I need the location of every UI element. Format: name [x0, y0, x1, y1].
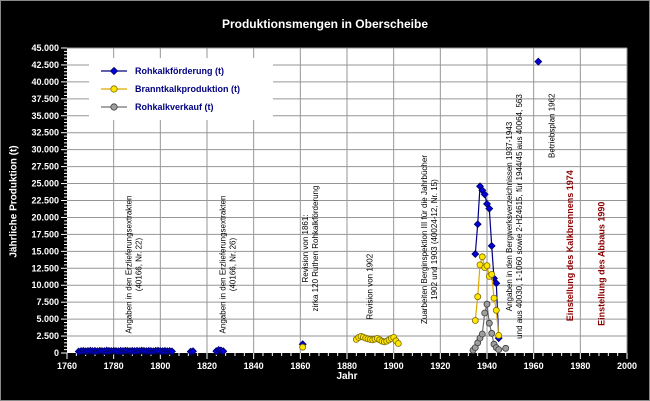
svg-text:17.500: 17.500: [31, 229, 59, 239]
legend-marker-diamond-icon: [99, 65, 129, 77]
y-axis-title: Jährliche Produktion (t): [8, 145, 20, 258]
legend-item-rohkalkfoerderung: Rohkalkförderung (t): [99, 62, 273, 80]
svg-text:1860: 1860: [290, 361, 310, 371]
svg-text:1980: 1980: [570, 361, 590, 371]
svg-text:40.000: 40.000: [31, 77, 59, 87]
svg-text:15.000: 15.000: [31, 246, 59, 256]
svg-text:1840: 1840: [244, 361, 264, 371]
legend-item-branntkalkproduktion: Branntkalkproduktion (t): [99, 80, 273, 98]
annotation-betriebsplan-1962: Betriebsplan 1962: [547, 93, 557, 159]
svg-text:1880: 1880: [337, 361, 357, 371]
svg-text:25.000: 25.000: [31, 179, 59, 189]
svg-text:1820: 1820: [197, 361, 217, 371]
legend-marker-circle-icon: [99, 83, 129, 95]
svg-text:32.500: 32.500: [31, 128, 59, 138]
svg-text:1960: 1960: [524, 361, 544, 371]
svg-text:1900: 1900: [384, 361, 404, 371]
svg-text:45.000: 45.000: [31, 43, 59, 53]
legend-marker-circle-icon: [99, 101, 129, 113]
annotation-einstellung-abbau-1990: Einstellung des Abbaus 1990: [596, 201, 607, 326]
annotation-erzlieferung-22: Angaben in den Erzlieferungsextrakten (4…: [124, 195, 144, 334]
svg-text:2000: 2000: [617, 361, 637, 371]
annotation-bergwerksverzeichnisse: Angaben in den Bergwerksverzeichnissen 1…: [505, 94, 524, 339]
svg-text:37.500: 37.500: [31, 94, 59, 104]
svg-text:2.500: 2.500: [36, 331, 59, 341]
svg-text:42.500: 42.500: [31, 60, 59, 70]
svg-text:1800: 1800: [150, 361, 170, 371]
svg-text:10.000: 10.000: [31, 280, 59, 290]
svg-text:1780: 1780: [104, 361, 124, 371]
svg-text:27.500: 27.500: [31, 162, 59, 172]
annotation-berginspektion: Zuarbeiten Berginspektion III für die Ja…: [420, 155, 439, 324]
svg-text:30.000: 30.000: [31, 145, 59, 155]
annotation-revision-1861: Revision von 1861: zirka 120 Ruthen Rohk…: [301, 185, 320, 312]
svg-text:5.000: 5.000: [36, 314, 59, 324]
svg-text:20.000: 20.000: [31, 212, 59, 222]
legend-item-rohkalkverkauf: Rohkalkverkauf (t): [99, 98, 273, 116]
svg-text:1940: 1940: [477, 361, 497, 371]
legend-label: Rohkalkverkauf (t): [135, 102, 214, 112]
chart-title: Produktionsmengen in Oberscheibe: [221, 17, 429, 31]
svg-text:7.500: 7.500: [36, 297, 59, 307]
legend: Rohkalkförderung (t) Branntkalkproduktio…: [89, 58, 273, 120]
svg-text:0: 0: [54, 348, 59, 358]
svg-text:1920: 1920: [430, 361, 450, 371]
svg-text:22.500: 22.500: [31, 196, 59, 206]
annotation-revision-1902: Revision von 1902: [365, 253, 375, 320]
annotation-einstellung-kalkbrennen-1974: Einstellung des Kalkbrennens 1974: [564, 170, 575, 322]
x-axis-title: Jahr: [336, 371, 358, 382]
legend-label: Branntkalkproduktion (t): [135, 84, 240, 94]
annotation-erzlieferung-26: Angaben in den Erzlieferungsextrakten (4…: [218, 195, 238, 334]
svg-text:12.500: 12.500: [31, 263, 59, 273]
svg-text:35.000: 35.000: [31, 111, 59, 121]
legend-label: Rohkalkförderung (t): [135, 66, 224, 76]
svg-text:1760: 1760: [57, 361, 77, 371]
